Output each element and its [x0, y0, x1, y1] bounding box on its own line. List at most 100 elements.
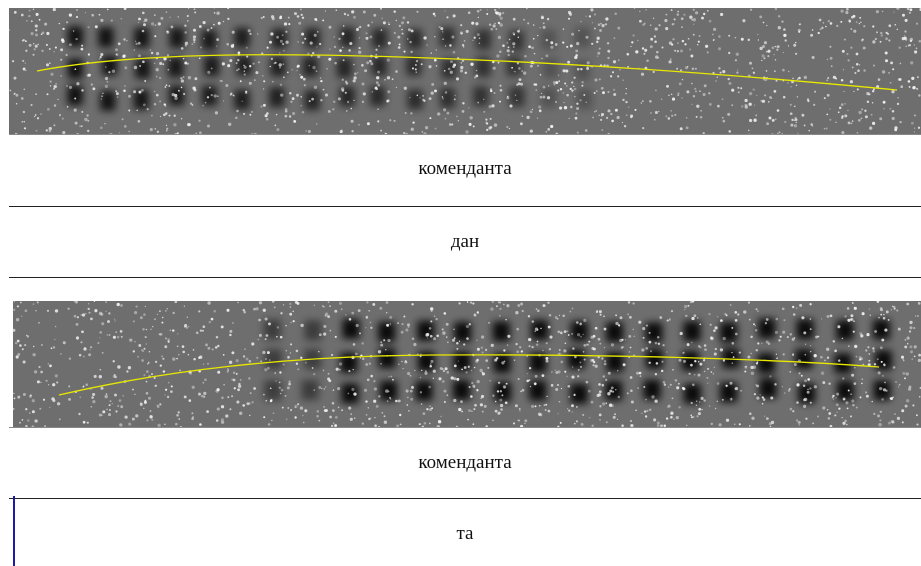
ink-block — [720, 322, 738, 343]
ink-block — [529, 352, 547, 373]
transcription-label-2: дан — [450, 231, 480, 252]
ink-block — [508, 30, 525, 51]
ink-block — [270, 56, 286, 77]
ink-block — [567, 349, 585, 370]
ink-block — [167, 57, 184, 78]
ink-block — [643, 379, 661, 400]
ink-block — [264, 380, 282, 401]
ink-block — [100, 90, 116, 111]
ink-block — [271, 28, 288, 49]
ink-block — [475, 29, 492, 50]
ink-block — [509, 86, 525, 107]
ink-block — [574, 27, 591, 48]
image-background — [9, 8, 921, 135]
ink-block — [67, 26, 83, 47]
transcription-label-4: та — [456, 523, 474, 544]
transcription-label-1: коменданта — [418, 158, 512, 179]
ink-block — [645, 348, 663, 369]
ink-block — [473, 86, 489, 107]
ink-block — [339, 27, 356, 48]
ink-block — [531, 320, 549, 341]
ink-block — [415, 380, 433, 401]
ink-block — [407, 29, 423, 50]
ink-block — [201, 30, 217, 51]
ink-block — [67, 85, 83, 106]
ink-block — [169, 27, 185, 48]
ink-block — [681, 350, 699, 371]
ink-block — [543, 58, 559, 79]
ink-block — [494, 381, 512, 402]
ink-block — [370, 86, 386, 107]
row-divider — [9, 498, 921, 499]
ink-block — [795, 348, 813, 369]
ink-block — [234, 27, 250, 48]
ink-block — [340, 352, 358, 373]
ink-block — [836, 320, 854, 341]
line-image-2 — [13, 301, 921, 427]
ink-block — [605, 322, 624, 343]
ink-block — [439, 27, 455, 48]
ink-block — [836, 380, 854, 401]
ink-block — [683, 321, 701, 342]
speckle-noise — [9, 8, 921, 135]
ink-block — [269, 87, 285, 108]
ink-block — [439, 88, 456, 109]
ink-block — [341, 383, 359, 404]
ink-block — [441, 58, 457, 79]
ink-block — [234, 89, 250, 110]
text-cursor — [13, 496, 15, 566]
ink-block — [304, 28, 321, 49]
baseline-curve — [58, 354, 880, 396]
ink-block — [506, 56, 522, 77]
ink-block — [757, 353, 775, 374]
ink-block — [529, 380, 547, 401]
ink-block — [758, 318, 776, 339]
ink-block — [570, 383, 588, 404]
ink-block — [492, 321, 510, 342]
ink-block — [378, 321, 396, 342]
ink-block — [872, 319, 891, 340]
ink-block — [371, 56, 388, 77]
ink-block — [98, 27, 114, 48]
ink-block — [540, 29, 557, 50]
ink-block — [576, 89, 593, 110]
ink-block — [605, 380, 623, 401]
ink-block — [873, 380, 891, 401]
ink-block — [796, 319, 814, 340]
ink-block — [722, 348, 740, 369]
ink-block — [302, 56, 318, 77]
ink-block — [407, 89, 423, 110]
ink-block — [720, 382, 738, 403]
ink-block — [759, 378, 777, 399]
ink-block — [874, 350, 892, 371]
image-bottom-edge — [9, 427, 921, 428]
baseline-curve — [36, 54, 898, 91]
ink-block — [263, 319, 281, 340]
ink-block — [133, 89, 149, 110]
speckle-noise — [13, 301, 921, 427]
ink-block — [454, 322, 472, 343]
ink-block — [417, 320, 435, 341]
row-divider — [9, 206, 921, 207]
ink-block — [201, 85, 218, 106]
ink-block — [475, 56, 491, 77]
ink-block — [301, 379, 319, 400]
ink-block — [203, 56, 220, 77]
image-bottom-edge — [9, 134, 921, 135]
ink-block — [264, 349, 282, 370]
transcription-label-3: коменданта — [418, 452, 512, 473]
ink-blocks — [67, 26, 593, 111]
ink-block — [371, 28, 388, 49]
row-divider — [9, 277, 921, 278]
ink-block — [378, 348, 396, 369]
ink-block — [834, 353, 852, 374]
ink-block — [606, 352, 624, 373]
ink-block — [406, 55, 422, 76]
ink-block — [380, 380, 398, 401]
ink-block — [304, 320, 322, 341]
line-image-1 — [9, 8, 921, 135]
ink-block — [570, 321, 588, 342]
ink-block — [336, 57, 353, 78]
ink-block — [453, 380, 471, 401]
ink-blocks — [263, 318, 892, 404]
